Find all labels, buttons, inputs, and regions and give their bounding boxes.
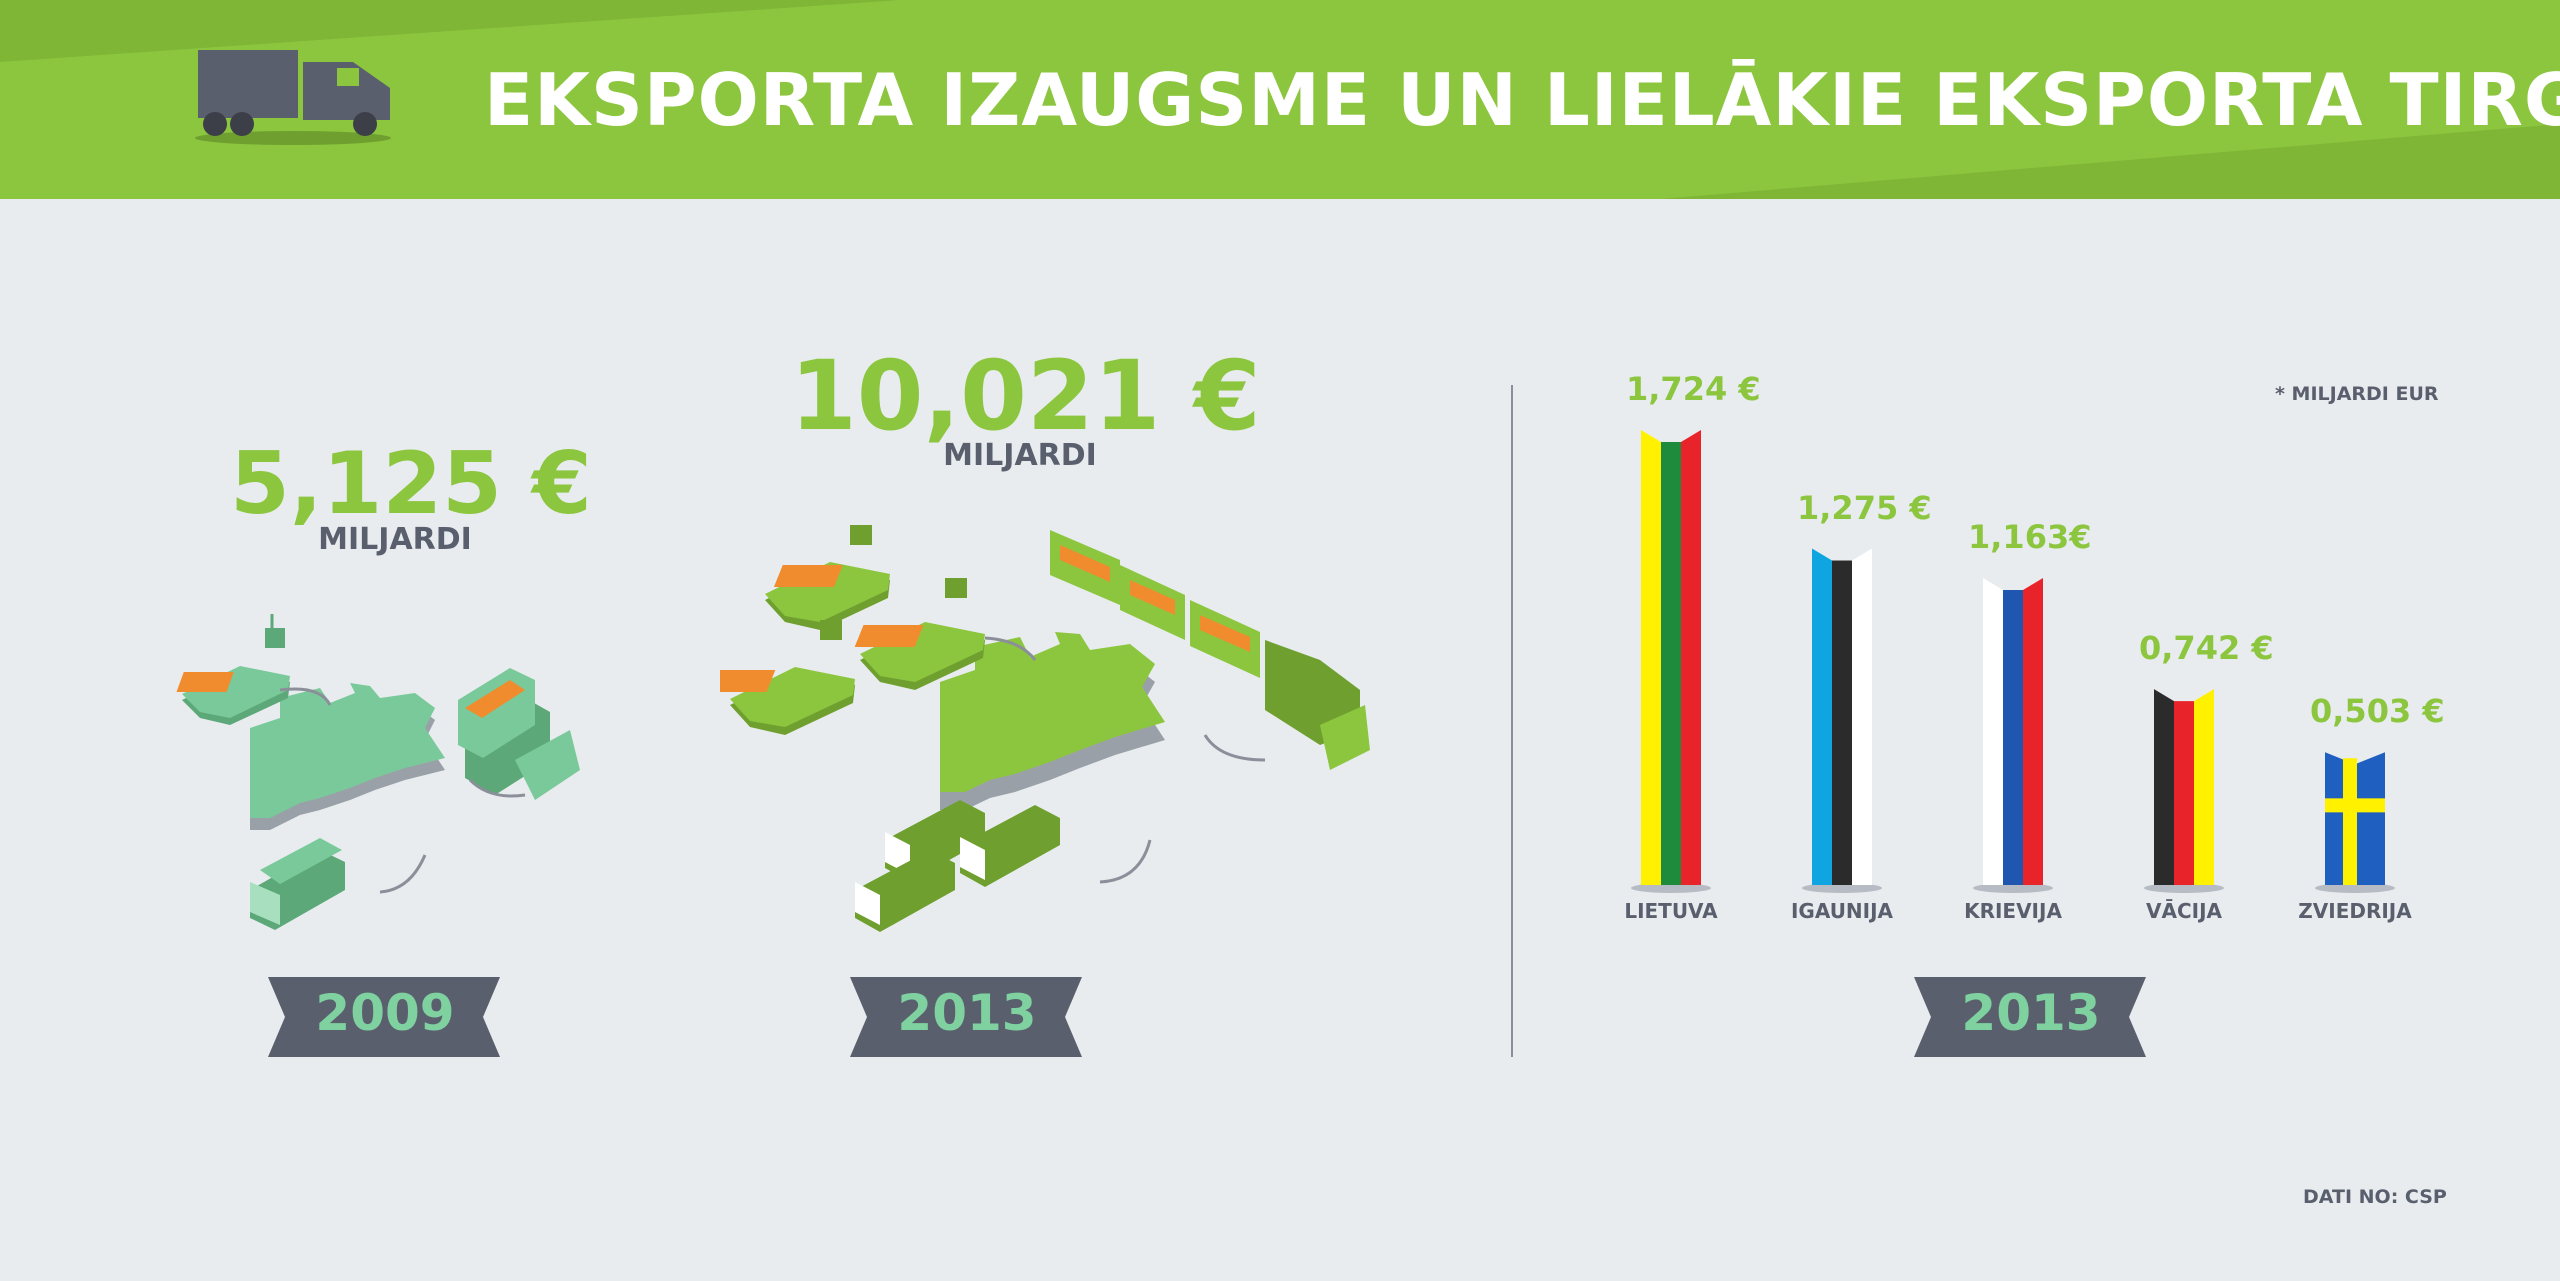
ship-icon (854, 578, 985, 690)
bar-value-label: 1,163€ (1968, 518, 2092, 557)
export-amount-2009: 5,125 € (230, 434, 592, 534)
header-shade (1660, 124, 2560, 199)
export-unit-2009: MILJARDI (318, 522, 472, 557)
export-unit-2013: MILJARDI (943, 438, 1097, 473)
bar-category-label: IGAUNIJA (1790, 899, 1894, 923)
year-ribbon-chart (1914, 977, 2146, 1057)
train-icon (1050, 530, 1370, 770)
ship-icon (765, 525, 890, 630)
bar-value-label: 1,275 € (1797, 488, 1932, 527)
truck-icon (458, 668, 580, 800)
section-divider (1511, 385, 1513, 1057)
van-icon (855, 850, 955, 932)
bar-category-label: KRIEVIJA (1964, 899, 2062, 923)
bar-category-label: ZVIEDRIJA (2298, 899, 2412, 923)
page-title: EKSPORTA IZAUGSME UN LIELĀKIE EKSPORTA T… (484, 58, 2560, 142)
bar-value-label: 0,503 € (2310, 692, 2445, 731)
illustration-2009 (176, 614, 580, 930)
bar-krievija (1973, 578, 2053, 893)
bar-category-label: LIETUVA (1624, 899, 1718, 923)
bar-lietuva (1631, 430, 1711, 893)
export-amount-2013: 10,021 € (790, 340, 1261, 452)
van-icon (250, 838, 345, 930)
van-icon (960, 805, 1060, 887)
header-banner: EKSPORTA IZAUGSME UN LIELĀKIE EKSPORTA T… (0, 0, 2560, 199)
year-label-2013: 2013 (897, 984, 1037, 1042)
bar-igaunija (1802, 548, 1882, 893)
year-label-2009: 2009 (315, 984, 455, 1042)
bar-category-label: VĀCIJA (2146, 899, 2222, 923)
truck-icon (195, 50, 391, 145)
ship-icon (176, 614, 290, 725)
year-label-chart: 2013 (1961, 984, 2101, 1042)
year-ribbon-2013 (850, 977, 1082, 1057)
ship-icon (720, 620, 855, 735)
unit-note: * MILJARDI EUR (2275, 383, 2439, 405)
bar-value-label: 1,724 € (1626, 370, 1761, 408)
data-source: DATI NO: CSP (2303, 1186, 2447, 1208)
year-ribbon-2009 (268, 977, 500, 1057)
export-markets-chart (1631, 430, 2395, 893)
bar-zviedrija (2315, 752, 2395, 893)
header-shade (0, 0, 900, 62)
bar-value-label: 0,742 € (2139, 629, 2274, 668)
bar-vācija (2144, 689, 2224, 893)
illustration-2013 (720, 525, 1370, 932)
latvia-map-icon (250, 683, 445, 830)
latvia-map-icon (940, 632, 1165, 810)
